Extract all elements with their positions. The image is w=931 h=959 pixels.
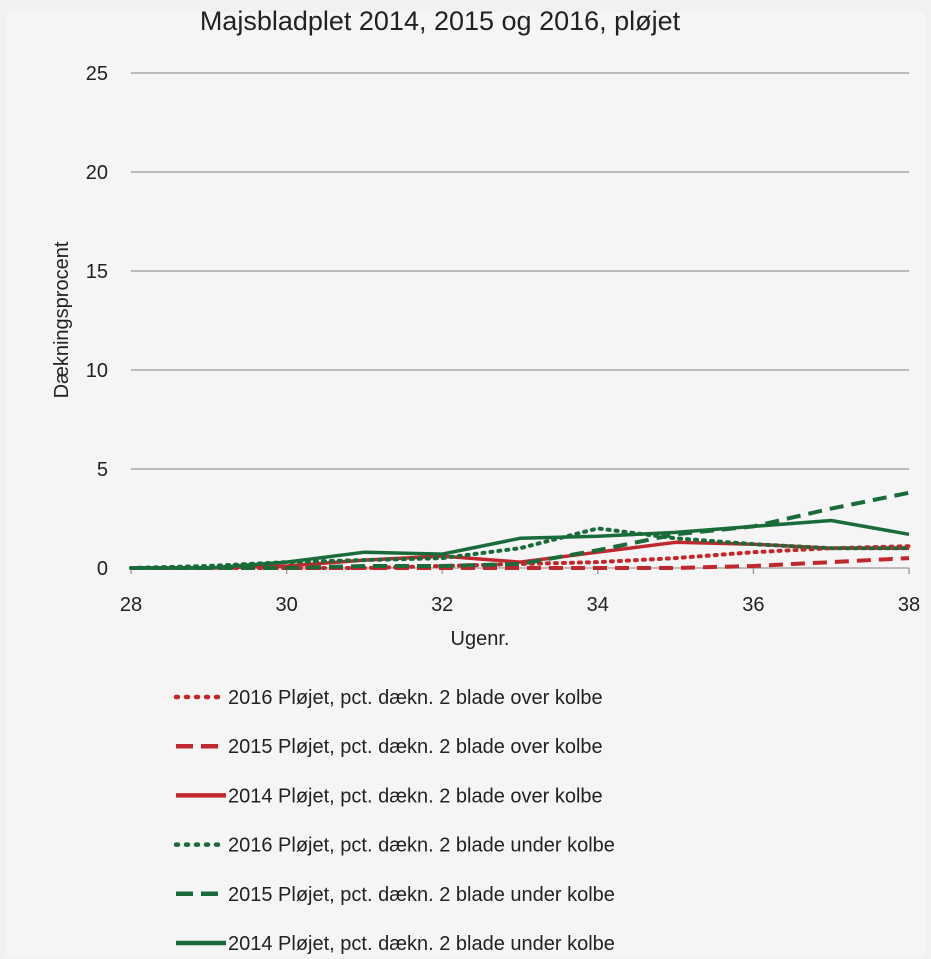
gridlines <box>131 72 909 569</box>
y-tick-label: 5 <box>97 459 108 481</box>
x-tick-label: 30 <box>275 594 297 616</box>
y-tick-label: 20 <box>86 162 108 184</box>
legend-label: 2016 Pløjet, pct. dækn. 2 blade under ko… <box>228 835 615 857</box>
legend-label: 2014 Pløjet, pct. dækn. 2 blade over kol… <box>228 785 603 807</box>
legend: 2016 Pløjet, pct. dækn. 2 blade over kol… <box>173 687 615 955</box>
y-axis-title: Dækningsprocent <box>51 241 73 398</box>
y-tick-label: 10 <box>86 360 108 382</box>
x-tick-label: 34 <box>587 594 609 616</box>
series-line-2 <box>131 540 909 570</box>
series-line-5 <box>131 518 910 570</box>
series-line-1 <box>131 556 910 570</box>
y-tick-label: 15 <box>86 261 108 283</box>
y-tick-label: 25 <box>86 63 108 85</box>
x-tick-label: 38 <box>898 594 920 616</box>
series-line-4 <box>131 490 910 570</box>
x-tick-label: 32 <box>431 594 453 616</box>
legend-label: 2015 Pløjet, pct. dækn. 2 blade under ko… <box>228 884 615 906</box>
legend-label: 2016 Pløjet, pct. dækn. 2 blade over kol… <box>228 687 603 709</box>
legend-label: 2015 Pløjet, pct. dækn. 2 blade over kol… <box>228 736 603 758</box>
y-tick-label: 0 <box>97 558 108 580</box>
y-tick-labels: 0 5 10 15 20 25 <box>86 63 108 580</box>
series-lines <box>129 490 911 570</box>
x-tick-labels: 28 30 32 34 36 38 <box>120 568 920 616</box>
x-axis-title: Ugenr. <box>451 628 510 650</box>
chart-area <box>6 12 925 957</box>
chart-title: Majsbladplet 2014, 2015 og 2016, pløjet <box>200 6 681 36</box>
legend-label: 2014 Pløjet, pct. dækn. 2 blade under ko… <box>228 933 615 955</box>
x-tick-label: 28 <box>120 594 142 616</box>
x-tick-label: 36 <box>742 594 764 616</box>
